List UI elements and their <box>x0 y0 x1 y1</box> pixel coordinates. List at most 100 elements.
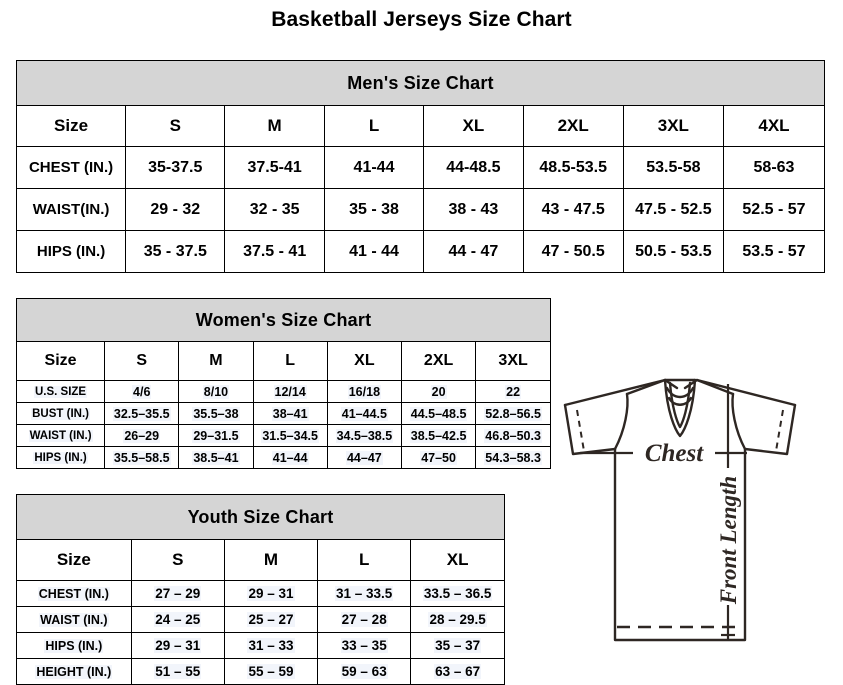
youth-size-chart-table: Youth Size Chart Size S M L XL CHEST (IN… <box>16 494 505 685</box>
mens-col-2xl: 2XL <box>522 105 624 147</box>
chest-label: Chest <box>645 440 704 467</box>
womens-waist-3xl: 46.8–50.3 <box>475 424 551 447</box>
mens-col-xl: XL <box>423 105 524 147</box>
womens-hips-l: 41–44 <box>252 446 328 469</box>
mens-waist-3xl: 47.5 - 52.5 <box>622 188 724 231</box>
table-row: WAIST (IN.) 26–29 29–31.5 31.5–34.5 34.5… <box>15 424 551 447</box>
youth-hips-s: 29 – 31 <box>130 632 225 659</box>
mens-row-label-hips: HIPS (IN.) <box>15 230 127 273</box>
womens-bust-l: 38–41 <box>252 402 328 425</box>
mens-chest-m: 37.5-41 <box>224 146 325 189</box>
womens-size-chart-table: Women's Size Chart Size S M L XL 2XL 3XL… <box>15 298 551 469</box>
tshirt-outline-icon <box>563 378 797 642</box>
womens-bust-xl: 41–44.5 <box>326 402 402 425</box>
youth-waist-s: 24 – 25 <box>130 606 225 633</box>
youth-height-s: 51 – 55 <box>130 658 225 685</box>
youth-chest-l: 31 – 33.5 <box>317 580 412 607</box>
womens-bust-3xl: 52.8–56.5 <box>475 402 551 425</box>
mens-col-4xl: 4XL <box>722 105 826 147</box>
mens-size-chart-table: Men's Size Chart Size S M L XL 2XL 3XL 4… <box>15 60 826 273</box>
youth-waist-l: 27 – 28 <box>317 606 412 633</box>
table-row: HIPS (IN.) 35 - 37.5 37.5 - 41 41 - 44 4… <box>15 230 826 273</box>
table-row: HIPS (IN.) 29 – 31 31 – 33 33 – 35 35 – … <box>16 632 505 659</box>
womens-hips-2xl: 47–50 <box>400 446 477 469</box>
mens-hips-xl: 44 - 47 <box>423 230 524 273</box>
youth-row-label-waist: WAIST (IN.) <box>16 606 132 633</box>
mens-waist-m: 32 - 35 <box>224 188 325 231</box>
womens-banner: Women's Size Chart <box>16 298 551 342</box>
mens-waist-xl: 38 - 43 <box>423 188 524 231</box>
womens-row-label-waist: WAIST (IN.) <box>15 424 106 447</box>
mens-waist-4xl: 52.5 - 57 <box>722 188 826 231</box>
mens-waist-s: 29 - 32 <box>125 188 226 231</box>
womens-waist-2xl: 38.5–42.5 <box>400 424 477 447</box>
youth-banner-row: Youth Size Chart <box>16 494 505 540</box>
youth-chest-s: 27 – 29 <box>130 580 225 607</box>
table-row: U.S. SIZE 4/6 8/10 12/14 16/18 20 22 <box>15 380 551 403</box>
mens-hips-3xl: 50.5 - 53.5 <box>622 230 724 273</box>
mens-col-m: M <box>224 105 325 147</box>
youth-row-label-hips: HIPS (IN.) <box>16 632 132 659</box>
womens-hips-s: 35.5–58.5 <box>104 446 180 469</box>
page-title: Basketball Jerseys Size Chart <box>271 8 572 31</box>
womens-bust-s: 32.5–35.5 <box>104 402 180 425</box>
youth-hips-xl: 35 – 37 <box>410 632 505 659</box>
womens-banner-row: Women's Size Chart <box>16 298 551 342</box>
mens-chest-s: 35-37.5 <box>125 146 226 189</box>
womens-col-m: M <box>178 341 254 381</box>
youth-waist-m: 25 – 27 <box>223 606 319 633</box>
womens-bust-m: 35.5–38 <box>178 402 254 425</box>
womens-hips-3xl: 54.3–58.3 <box>475 446 551 469</box>
sleeve-cuff-dashes-icon <box>576 409 784 452</box>
youth-col-m: M <box>223 539 319 581</box>
youth-row-label-height: HEIGHT (IN.) <box>16 658 132 685</box>
womens-hips-m: 38.5–41 <box>178 446 254 469</box>
youth-height-l: 59 – 63 <box>317 658 412 685</box>
mens-hips-s: 35 - 37.5 <box>125 230 226 273</box>
womens-col-2xl: 2XL <box>400 341 477 381</box>
youth-hips-m: 31 – 33 <box>223 632 319 659</box>
womens-waist-s: 26–29 <box>104 424 180 447</box>
womens-us-size-3xl: 22 <box>475 380 551 403</box>
youth-banner: Youth Size Chart <box>16 494 505 540</box>
youth-waist-xl: 28 – 29.5 <box>410 606 505 633</box>
womens-col-3xl: 3XL <box>475 341 551 381</box>
front-length-label: Front Length <box>716 476 741 605</box>
front-length-measure-line-icon <box>721 384 735 640</box>
womens-col-xl: XL <box>326 341 402 381</box>
mens-chest-l: 41-44 <box>323 146 425 189</box>
table-row: BUST (IN.) 32.5–35.5 35.5–38 38–41 41–44… <box>15 402 551 425</box>
womens-us-size-xl: 16/18 <box>326 380 402 403</box>
womens-bust-2xl: 44.5–48.5 <box>400 402 477 425</box>
womens-col-size: Size <box>15 341 106 381</box>
table-row: CHEST (IN.) 35-37.5 37.5-41 41-44 44-48.… <box>15 146 826 189</box>
mens-chest-xl: 44-48.5 <box>423 146 524 189</box>
mens-hips-m: 37.5 - 41 <box>224 230 325 273</box>
mens-col-l: L <box>323 105 425 147</box>
youth-col-s: S <box>130 539 225 581</box>
youth-hips-l: 33 – 35 <box>317 632 412 659</box>
mens-banner-row: Men's Size Chart <box>16 60 825 106</box>
womens-column-header-row: Size S M L XL 2XL 3XL <box>15 341 551 381</box>
mens-banner: Men's Size Chart <box>16 60 825 106</box>
mens-column-header-row: Size S M L XL 2XL 3XL 4XL <box>15 105 826 147</box>
womens-waist-xl: 34.5–38.5 <box>326 424 402 447</box>
table-row: WAIST (IN.) 24 – 25 25 – 27 27 – 28 28 –… <box>16 606 505 633</box>
womens-row-label-bust: BUST (IN.) <box>15 402 106 425</box>
womens-col-l: L <box>252 341 328 381</box>
mens-col-size: Size <box>15 105 127 147</box>
table-row: CHEST (IN.) 27 – 29 29 – 31 31 – 33.5 33… <box>16 580 505 607</box>
youth-chest-m: 29 – 31 <box>223 580 319 607</box>
youth-row-label-chest: CHEST (IN.) <box>16 580 132 607</box>
youth-col-l: L <box>317 539 412 581</box>
mens-chest-3xl: 53.5-58 <box>622 146 724 189</box>
womens-col-s: S <box>104 341 180 381</box>
mens-hips-l: 41 - 44 <box>323 230 425 273</box>
womens-waist-l: 31.5–34.5 <box>252 424 328 447</box>
mens-row-label-waist: WAIST(IN.) <box>15 188 127 231</box>
womens-waist-m: 29–31.5 <box>178 424 254 447</box>
jersey-measurement-diagram: Chest Front Length <box>525 350 835 670</box>
womens-hips-xl: 44–47 <box>326 446 402 469</box>
mens-chest-2xl: 48.5-53.5 <box>522 146 624 189</box>
mens-hips-4xl: 53.5 - 57 <box>722 230 826 273</box>
